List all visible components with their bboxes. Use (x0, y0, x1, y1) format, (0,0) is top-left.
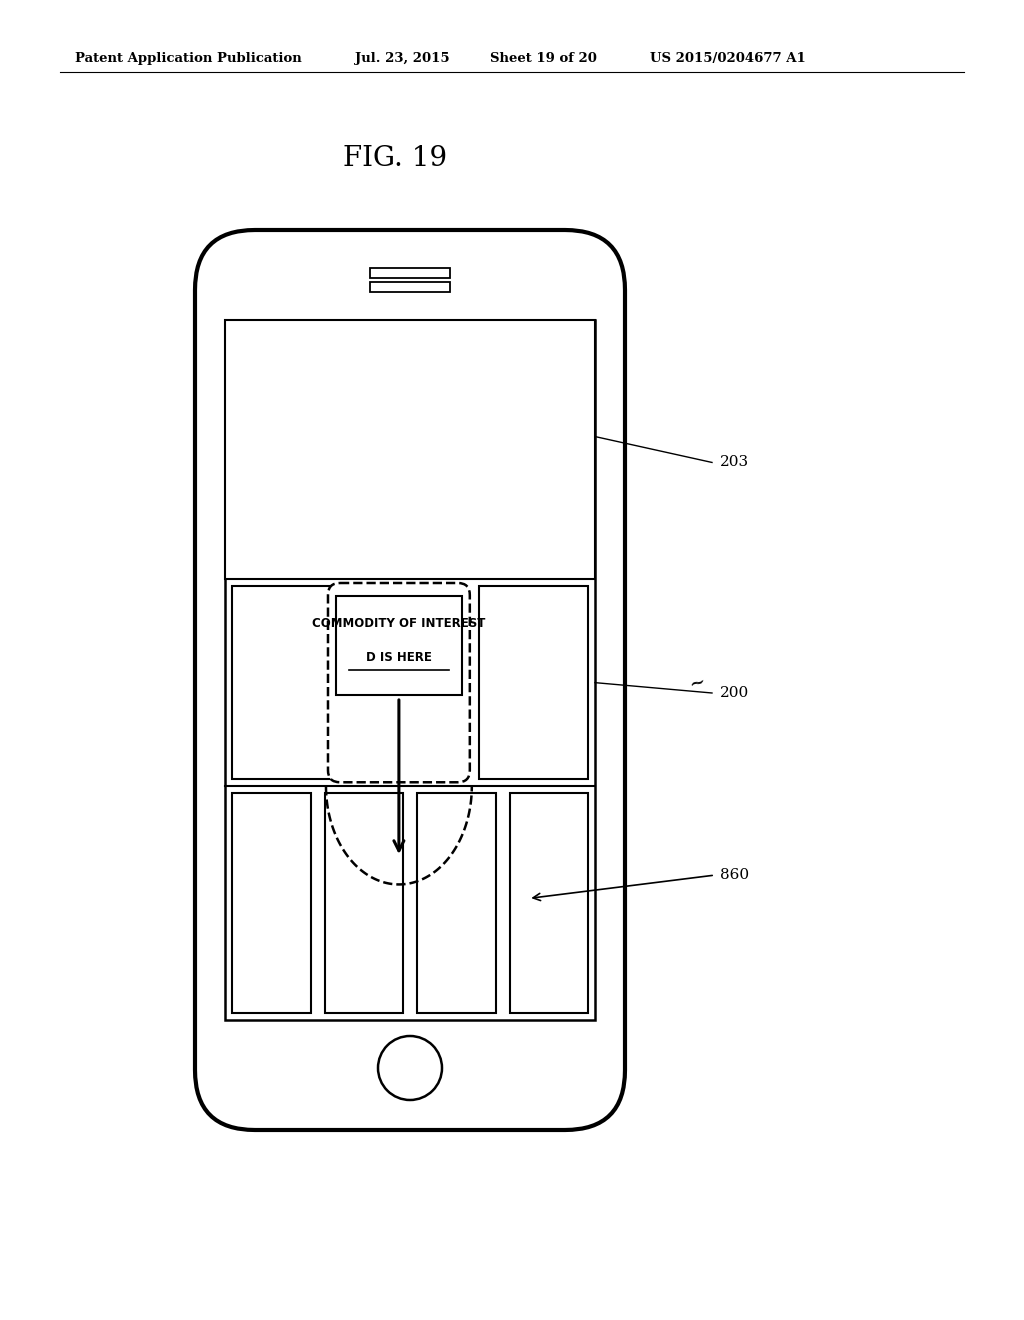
Text: Jul. 23, 2015: Jul. 23, 2015 (355, 51, 450, 65)
Text: 860: 860 (720, 869, 750, 882)
Text: 200: 200 (720, 686, 750, 700)
Bar (510, 793, 588, 1012)
Bar (232, 793, 310, 1012)
Bar (370, 268, 450, 279)
Bar (325, 793, 403, 1012)
Bar (336, 595, 462, 696)
Circle shape (378, 1036, 442, 1100)
Bar (225, 319, 595, 1020)
Bar (232, 586, 341, 779)
Text: US 2015/0204677 A1: US 2015/0204677 A1 (650, 51, 806, 65)
Text: FIG. 19: FIG. 19 (343, 145, 447, 172)
Bar (478, 586, 588, 779)
Bar (370, 282, 450, 292)
Text: COMMODITY OF INTEREST: COMMODITY OF INTEREST (312, 616, 485, 630)
FancyBboxPatch shape (328, 583, 470, 783)
Bar (355, 586, 465, 779)
Text: D IS HERE: D IS HERE (366, 651, 432, 664)
Text: Sheet 19 of 20: Sheet 19 of 20 (490, 51, 597, 65)
Bar (417, 793, 496, 1012)
Bar (225, 319, 595, 579)
Text: Patent Application Publication: Patent Application Publication (75, 51, 302, 65)
Text: ~: ~ (688, 672, 709, 694)
Text: 203: 203 (720, 455, 750, 470)
FancyBboxPatch shape (195, 230, 625, 1130)
